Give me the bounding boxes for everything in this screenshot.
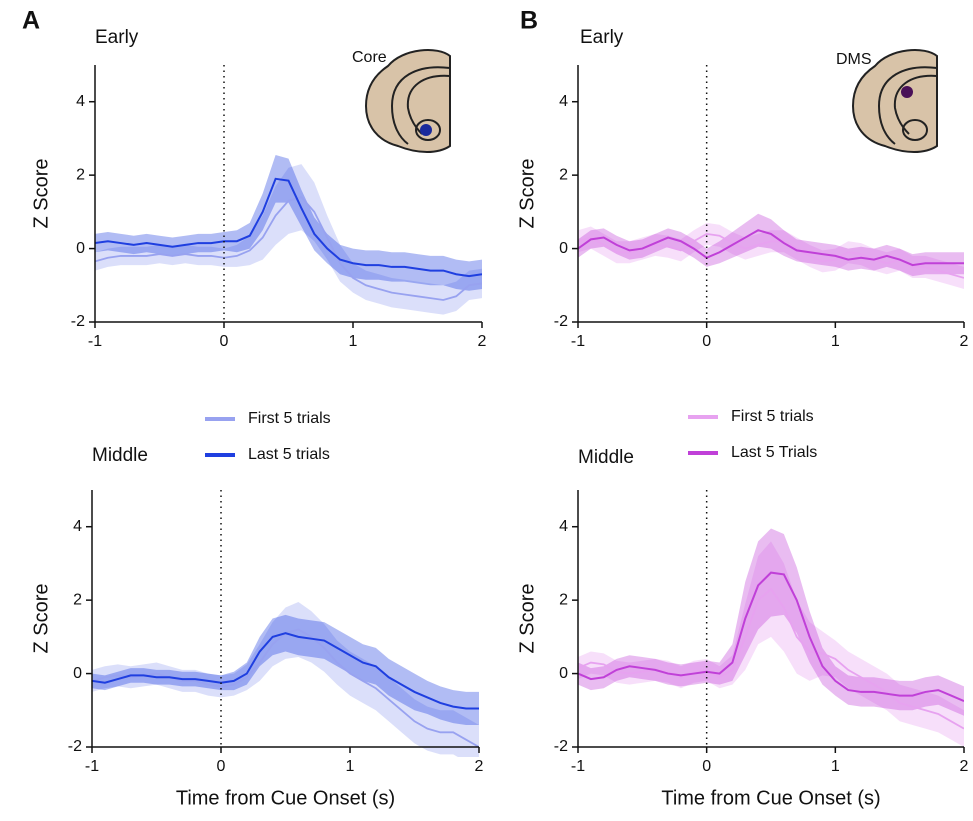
y-axis-label: Z Score bbox=[516, 158, 538, 228]
x-tick-label: 2 bbox=[960, 758, 969, 775]
x-tick-label: -1 bbox=[571, 333, 585, 350]
x-tick-label: 0 bbox=[702, 333, 711, 350]
x-tick-label: -1 bbox=[88, 333, 102, 350]
series-line bbox=[92, 632, 479, 710]
x-tick-label: -1 bbox=[571, 758, 585, 775]
legend-label: Last 5 Trials bbox=[731, 444, 817, 461]
brain-inset bbox=[365, 49, 451, 154]
panel-letter: A bbox=[22, 7, 40, 35]
y-axis-label: Z Score bbox=[30, 158, 52, 228]
series-line bbox=[578, 229, 964, 267]
error-band bbox=[578, 528, 964, 716]
y-tick-label: -2 bbox=[554, 313, 568, 330]
error-band bbox=[578, 541, 964, 747]
panel-letter: B bbox=[520, 7, 538, 35]
x-tick-label: 1 bbox=[831, 333, 840, 350]
y-tick-label: -2 bbox=[68, 738, 82, 755]
x-tick-label: 0 bbox=[220, 333, 229, 350]
brain-inset bbox=[852, 49, 938, 154]
y-axis-label: Z Score bbox=[516, 583, 538, 653]
inset-label: Core bbox=[352, 49, 387, 66]
chart-title: Middle bbox=[578, 447, 634, 468]
y-tick-label: 4 bbox=[559, 518, 568, 535]
x-tick-label: 2 bbox=[960, 333, 969, 350]
x-tick-label: 2 bbox=[478, 333, 487, 350]
chart-title: Middle bbox=[92, 445, 148, 466]
y-tick-label: 4 bbox=[73, 518, 82, 535]
y-tick-label: 4 bbox=[559, 93, 568, 110]
x-tick-label: 1 bbox=[346, 758, 355, 775]
series-line bbox=[578, 587, 964, 730]
y-tick-label: 2 bbox=[73, 591, 82, 608]
legend-label: First 5 trials bbox=[731, 408, 814, 425]
legend-label: Last 5 trials bbox=[248, 446, 330, 463]
x-tick-label: 2 bbox=[475, 758, 484, 775]
y-tick-label: 0 bbox=[559, 665, 568, 682]
error-band bbox=[578, 213, 964, 277]
inset-label: DMS bbox=[836, 51, 872, 68]
x-axis-label: Time from Cue Onset (s) bbox=[661, 787, 880, 809]
y-tick-label: 2 bbox=[559, 591, 568, 608]
x-tick-label: 1 bbox=[831, 758, 840, 775]
x-axis-label: Time from Cue Onset (s) bbox=[176, 787, 395, 809]
y-tick-label: 0 bbox=[76, 240, 85, 257]
series-line bbox=[95, 177, 482, 278]
x-tick-label: 0 bbox=[702, 758, 711, 775]
y-tick-label: -2 bbox=[71, 313, 85, 330]
y-tick-label: 4 bbox=[76, 93, 85, 110]
series-line bbox=[578, 571, 964, 703]
y-tick-label: 2 bbox=[559, 166, 568, 183]
y-tick-label: 2 bbox=[76, 166, 85, 183]
x-tick-label: -1 bbox=[85, 758, 99, 775]
y-axis-label: Z Score bbox=[30, 583, 52, 653]
legend-label: First 5 trials bbox=[248, 410, 331, 427]
y-tick-label: 0 bbox=[559, 240, 568, 257]
chart-title: Early bbox=[95, 27, 139, 48]
x-tick-label: 0 bbox=[217, 758, 226, 775]
error-band bbox=[95, 164, 482, 315]
x-tick-label: 1 bbox=[349, 333, 358, 350]
y-tick-label: 0 bbox=[73, 665, 82, 682]
error-band bbox=[95, 154, 482, 291]
error-band bbox=[92, 614, 479, 725]
chart-title: Early bbox=[580, 27, 624, 48]
series-line bbox=[95, 196, 482, 301]
y-tick-label: -2 bbox=[554, 738, 568, 755]
